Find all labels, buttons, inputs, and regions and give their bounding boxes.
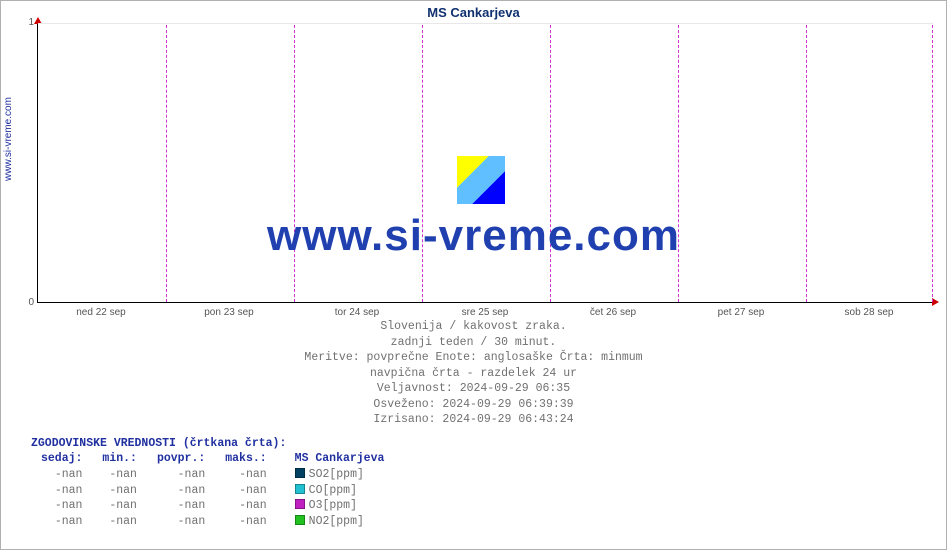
x-tick-label: tor 24 sep — [317, 307, 397, 318]
x-tick-label: čet 26 sep — [573, 307, 653, 318]
history-col-header: min.: — [92, 452, 147, 467]
series-label: CO[ppm] — [309, 484, 357, 497]
meta-line: Meritve: povprečne Enote: anglosaške Črt… — [1, 350, 946, 366]
history-value: -nan — [31, 483, 92, 499]
series-swatch-icon — [295, 468, 305, 478]
history-value: -nan — [92, 498, 147, 514]
history-value: -nan — [92, 467, 147, 483]
table-row: -nan-nan-nan-nanSO2[ppm] — [31, 467, 394, 483]
history-value: -nan — [215, 514, 276, 530]
gridline-h — [38, 23, 933, 24]
history-series-cell: SO2[ppm] — [277, 467, 395, 483]
history-value: -nan — [92, 514, 147, 530]
y-tick-label: 1 — [6, 17, 34, 28]
history-value: -nan — [215, 467, 276, 483]
series-swatch-icon — [295, 499, 305, 509]
series-swatch-icon — [295, 484, 305, 494]
watermark-logo-icon — [457, 156, 505, 204]
meta-line: Izrisano: 2024-09-29 06:43:24 — [1, 412, 946, 428]
meta-line: Veljavnost: 2024-09-29 06:35 — [1, 381, 946, 397]
history-series-cell: NO2[ppm] — [277, 514, 395, 530]
history-value: -nan — [215, 483, 276, 499]
chart-metadata: Slovenija / kakovost zraka.zadnji teden … — [1, 319, 946, 428]
meta-line: navpična črta - razdelek 24 ur — [1, 366, 946, 382]
x-tick-label: sre 25 sep — [445, 307, 525, 318]
history-col-header: sedaj: — [31, 452, 92, 467]
x-tick-label: ned 22 sep — [61, 307, 141, 318]
history-table: ZGODOVINSKE VREDNOSTI (črtkana črta): se… — [31, 437, 394, 529]
x-tick-label: sob 28 sep — [829, 307, 909, 318]
table-row: -nan-nan-nan-nanO3[ppm] — [31, 498, 394, 514]
history-series-cell: CO[ppm] — [277, 483, 395, 499]
history-value: -nan — [147, 514, 215, 530]
history-value: -nan — [147, 498, 215, 514]
series-label: SO2[ppm] — [309, 468, 364, 481]
history-value: -nan — [31, 498, 92, 514]
history-title: ZGODOVINSKE VREDNOSTI (črtkana črta): — [31, 437, 394, 450]
meta-line: Slovenija / kakovost zraka. — [1, 319, 946, 335]
history-col-header: maks.: — [215, 452, 276, 467]
x-tick-label: pet 27 sep — [701, 307, 781, 318]
history-series-header: MS Cankarjeva — [277, 452, 395, 467]
gridline-v — [422, 25, 423, 302]
table-row: -nan-nan-nan-nanNO2[ppm] — [31, 514, 394, 530]
source-label-vertical: www.si-vreme.com — [3, 97, 14, 181]
y-tick-label: 0 — [6, 297, 34, 308]
gridline-v — [166, 25, 167, 302]
history-value: -nan — [92, 483, 147, 499]
series-swatch-icon — [295, 515, 305, 525]
chart-title: MS Cankarjeva — [1, 5, 946, 20]
history-value: -nan — [31, 514, 92, 530]
x-axis-arrow — [932, 298, 939, 306]
history-value: -nan — [147, 467, 215, 483]
history-value: -nan — [147, 483, 215, 499]
x-tick-label: pon 23 sep — [189, 307, 269, 318]
gridline-v — [678, 25, 679, 302]
gridline-v — [294, 25, 295, 302]
meta-line: Osveženo: 2024-09-29 06:39:39 — [1, 397, 946, 413]
history-series-cell: O3[ppm] — [277, 498, 395, 514]
gridline-v — [550, 25, 551, 302]
meta-line: zadnji teden / 30 minut. — [1, 335, 946, 351]
history-value: -nan — [31, 467, 92, 483]
series-label: NO2[ppm] — [309, 515, 364, 528]
table-row: -nan-nan-nan-nanCO[ppm] — [31, 483, 394, 499]
series-label: O3[ppm] — [309, 499, 357, 512]
gridline-v — [932, 25, 933, 302]
history-col-header: povpr.: — [147, 452, 215, 467]
gridline-v — [806, 25, 807, 302]
history-value: -nan — [215, 498, 276, 514]
